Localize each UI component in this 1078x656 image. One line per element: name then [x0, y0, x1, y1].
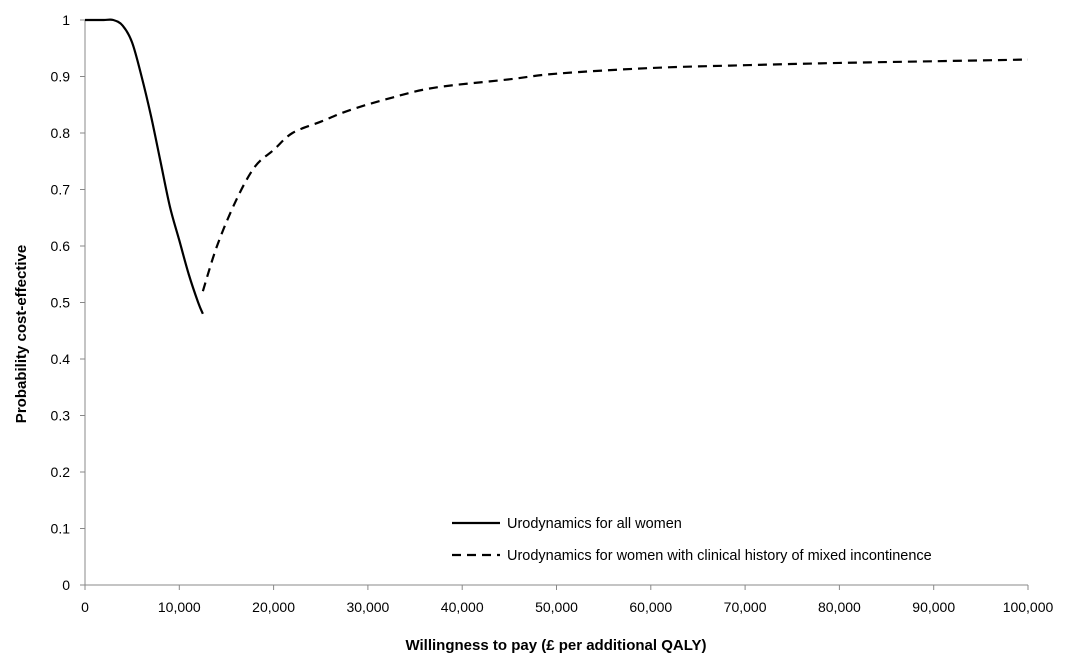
series-line-mixed-incontinence [201, 58, 1029, 292]
x-tick-label: 10,000 [158, 599, 201, 615]
x-axis-title: Willingness to pay (£ per additional QAL… [405, 637, 706, 654]
x-tick-label: 40,000 [441, 599, 484, 615]
legend-label-mixed-incontinence: Urodynamics for women with clinical hist… [507, 548, 932, 564]
y-tick-label: 0.5 [51, 295, 71, 311]
x-tick-label: 80,000 [818, 599, 861, 615]
x-tick-label: 60,000 [629, 599, 672, 615]
axes [84, 20, 1028, 586]
series-line-all-women [84, 18, 204, 315]
y-tick-label: 0.4 [51, 351, 71, 367]
y-tick-label: 1 [62, 12, 70, 28]
ticks: 0 10,000 20,000 30,000 40,000 50,000 60,000 70,… [51, 12, 1054, 615]
x-tick-label: 20,000 [252, 599, 295, 615]
x-tick-label: 0 [81, 599, 89, 615]
y-axis-title: Probability cost-effective [13, 245, 30, 423]
x-tick-label: 70,000 [724, 599, 767, 615]
y-tick-label: 0.2 [51, 464, 71, 480]
x-tick-label: 50,000 [535, 599, 578, 615]
series-lines [84, 18, 1029, 315]
legend: Urodynamics for all women Urodynamics fo… [452, 516, 932, 564]
x-tick-label: 90,000 [912, 599, 955, 615]
y-tick-label: 0.1 [51, 521, 71, 537]
legend-label-all-women: Urodynamics for all women [507, 516, 682, 532]
y-tick-label: 0.6 [51, 238, 71, 254]
y-tick-label: 0.3 [51, 408, 71, 424]
y-tick-label: 0.9 [51, 69, 71, 85]
y-tick-label: 0.7 [51, 182, 71, 198]
y-tick-label: 0.8 [51, 125, 71, 141]
x-tick-label: 30,000 [346, 599, 389, 615]
y-tick-label: 0 [62, 577, 70, 593]
x-tick-label: 100,000 [1003, 599, 1054, 615]
